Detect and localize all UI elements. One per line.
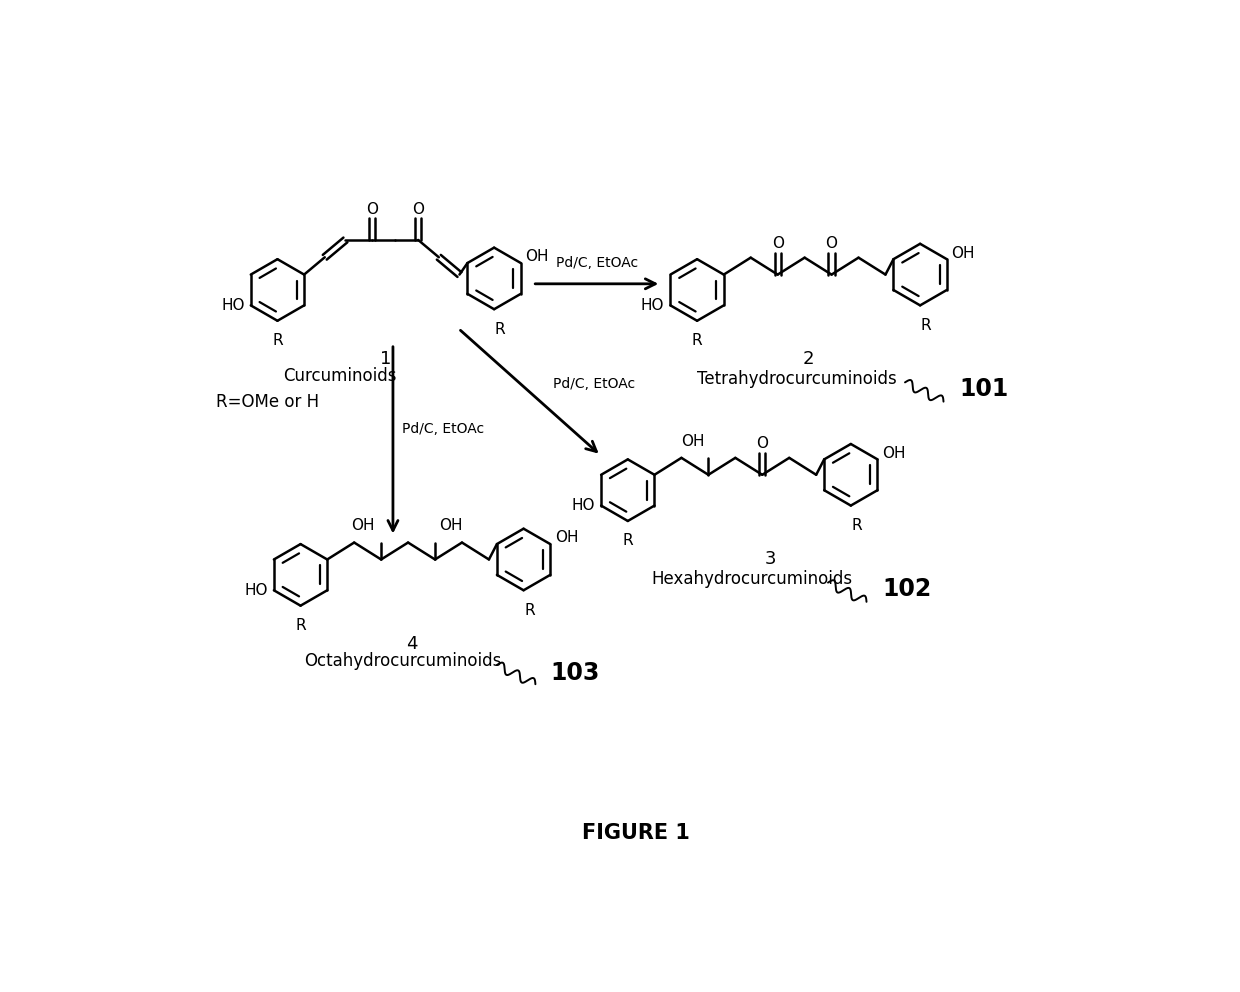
Text: O: O <box>756 436 769 451</box>
Text: OH: OH <box>351 518 374 534</box>
Text: R: R <box>622 534 634 549</box>
Text: R: R <box>852 518 862 533</box>
Text: HO: HO <box>244 582 268 598</box>
Text: OH: OH <box>526 249 549 265</box>
Text: HO: HO <box>221 298 244 312</box>
Text: 3: 3 <box>764 551 776 568</box>
Text: O: O <box>412 201 424 216</box>
Text: O: O <box>366 201 378 216</box>
Text: R: R <box>692 333 702 348</box>
Text: Curcuminoids: Curcuminoids <box>283 367 397 385</box>
Text: HO: HO <box>641 298 665 312</box>
Text: 103: 103 <box>551 662 600 685</box>
Text: Octahydrocurcuminoids: Octahydrocurcuminoids <box>304 652 502 671</box>
Text: 1: 1 <box>381 350 392 368</box>
Text: Pd/C, EtOAc: Pd/C, EtOAc <box>402 422 485 435</box>
Text: R: R <box>921 317 931 332</box>
Text: OH: OH <box>951 246 975 261</box>
Text: FIGURE 1: FIGURE 1 <box>582 822 689 843</box>
Text: Hexahydrocurcuminoids: Hexahydrocurcuminoids <box>651 569 852 587</box>
Text: Pd/C, EtOAc: Pd/C, EtOAc <box>553 377 635 391</box>
Text: R=OMe or H: R=OMe or H <box>216 393 319 411</box>
Text: OH: OH <box>681 434 704 448</box>
Text: Pd/C, EtOAc: Pd/C, EtOAc <box>556 256 637 270</box>
Text: 101: 101 <box>959 377 1008 401</box>
Text: 102: 102 <box>882 576 931 601</box>
Text: OH: OH <box>882 445 905 460</box>
Text: O: O <box>826 236 837 251</box>
Text: OH: OH <box>554 531 578 546</box>
Text: R: R <box>495 321 506 336</box>
Text: 4: 4 <box>407 635 418 653</box>
Text: 2: 2 <box>802 350 815 368</box>
Text: Tetrahydrocurcuminoids: Tetrahydrocurcuminoids <box>697 370 897 388</box>
Text: OH: OH <box>439 518 463 534</box>
Text: R: R <box>272 333 283 348</box>
Text: R: R <box>295 618 306 633</box>
Text: R: R <box>525 602 534 618</box>
Text: HO: HO <box>572 498 595 513</box>
Text: O: O <box>771 236 784 251</box>
